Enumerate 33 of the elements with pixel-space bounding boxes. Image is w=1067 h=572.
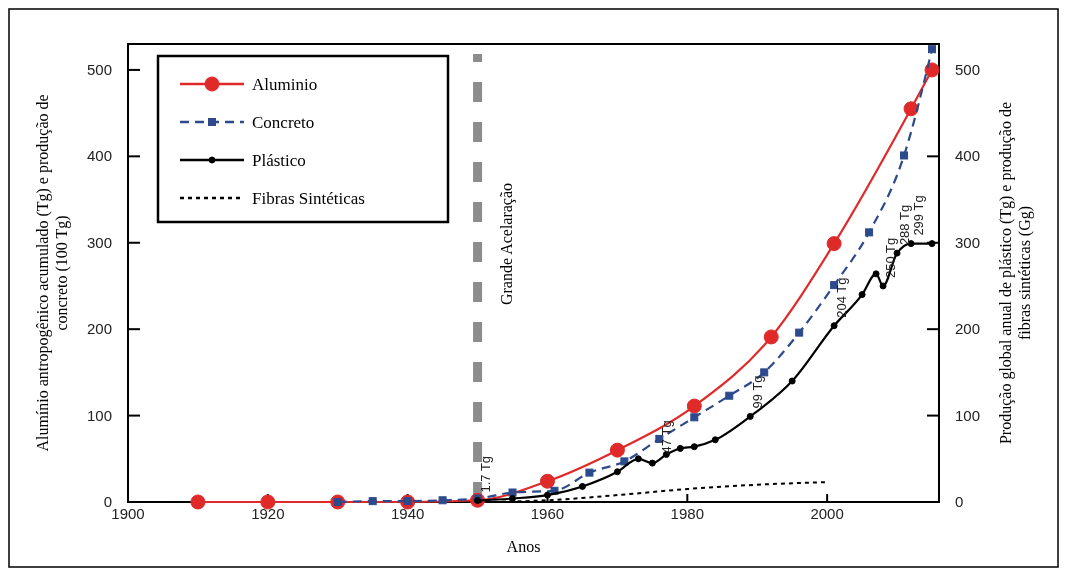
legend-label: Concreto: [252, 113, 315, 132]
x-tick-label: 1940: [390, 505, 425, 522]
annotation: 99 Tg: [750, 375, 766, 409]
ref-line-label: Grande Acelaração: [497, 182, 516, 306]
y-tick-label: 500: [86, 60, 112, 78]
x-tick-label: 1900: [111, 505, 145, 522]
y-tick-label: 400: [86, 147, 112, 165]
x-tick-label: 1920: [251, 505, 285, 522]
y2-tick-label: 200: [955, 320, 981, 338]
y2-tick-label: 400: [955, 147, 981, 165]
y-tick-label: 0: [103, 493, 112, 510]
legend-label: Plástico: [252, 151, 306, 170]
y-axis-title: Alumínio antropogênico acumulado (Tg) e produção de concreto (100 Tg): [34, 94, 71, 452]
y-tick-label: 100: [86, 406, 112, 424]
y2-axis-title: Produção global anual de plástico (Tg) e produção de fibras sintéticas (Gg): [997, 101, 1034, 445]
annotation: 288 Tg: [897, 204, 913, 246]
annotation: 250 Tg: [883, 237, 899, 278]
legend-label: Aluminio: [252, 75, 318, 94]
y-tick-label: 200: [86, 320, 112, 338]
annotation: 47 Tg: [659, 420, 675, 454]
x-tick-label: 1980: [670, 505, 704, 522]
annotation: 299 Tg: [911, 195, 927, 236]
annotation: 204 Tg: [834, 277, 850, 318]
y2-tick-label: 100: [955, 406, 981, 424]
legend-label: Fibras Sintéticas: [252, 189, 365, 208]
x-tick-label: 2000: [810, 505, 844, 522]
annotation: 1.7 Tg: [477, 455, 493, 493]
x-axis-title: Anos: [506, 538, 541, 555]
x-tick-label: 1960: [530, 505, 565, 522]
y2-tick-label: 300: [955, 233, 981, 251]
y2-tick-label: 500: [955, 60, 981, 78]
y2-tick-label: 0: [955, 493, 964, 510]
y-tick-label: 300: [86, 233, 112, 251]
